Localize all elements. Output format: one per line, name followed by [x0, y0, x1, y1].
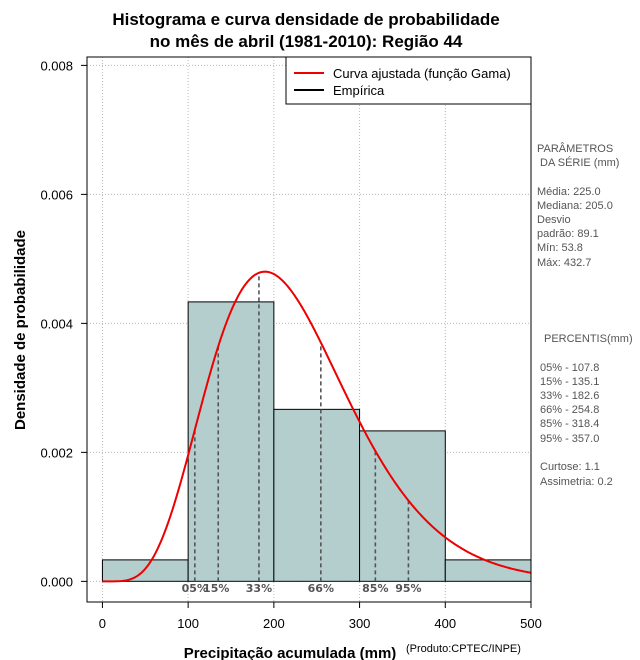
x-tick-label-500: 500 — [520, 616, 542, 631]
percentil-95: 95% - 357.0 — [540, 433, 599, 445]
x-axis-title: Precipitação acumulada (mm) — [184, 645, 397, 660]
percentil-85: 85% - 318.4 — [540, 418, 599, 430]
product-credit: (Produto:CPTEC/INPE) — [406, 643, 521, 655]
percentil-05: 05% - 107.8 — [540, 362, 599, 374]
chart-title-line-2: no mês de abril (1981-2010): Região 44 — [150, 32, 463, 51]
stat-curtose: Curtose: 1.1 — [540, 461, 600, 473]
percentil-33: 33% - 182.6 — [540, 390, 599, 402]
stat-desvio-2: padrão: 89.1 — [537, 228, 599, 240]
params-title-2: DA SÉRIE (mm) — [540, 156, 619, 169]
series-parameters-panel: PARÂMETROS DA SÉRIE (mm) Média: 225.0 Me… — [537, 142, 619, 269]
y-tick-label-0.002: 0.002 — [40, 445, 73, 460]
percentile-label-33%: 33% — [246, 582, 272, 595]
stat-mediana: Mediana: 205.0 — [537, 200, 613, 212]
percentil-15: 15% - 135.1 — [540, 376, 599, 388]
histogram-bar-3 — [359, 430, 446, 582]
chart-title-line-1: Histograma e curva densidade de probabil… — [112, 10, 499, 29]
y-tick-label-0.008: 0.008 — [40, 58, 73, 73]
stat-max: Máx: 432.7 — [537, 257, 591, 269]
x-tick-label-400: 400 — [434, 616, 456, 631]
y-tick-label-0.004: 0.004 — [40, 316, 73, 331]
gamma-curve — [102, 270, 532, 583]
stat-desvio-1: Desvio — [537, 214, 571, 226]
percentile-label-95%: 95% — [395, 582, 421, 595]
gamma-curve-line — [102, 270, 532, 583]
legend-box — [285, 56, 532, 105]
histogram-bar-2 — [273, 408, 361, 582]
params-title-1: PARÂMETROS — [537, 142, 613, 155]
percentil-66: 66% - 254.8 — [540, 404, 599, 416]
y-tick-label-0.006: 0.006 — [40, 187, 73, 202]
histogram-bar-0 — [101, 559, 189, 582]
x-tick-label-200: 200 — [263, 616, 285, 631]
legend: Curva ajustada (função Gama) Empírica — [285, 56, 532, 105]
legend-label-curva-ajustada: Curva ajustada (função Gama) — [333, 66, 511, 81]
percentile-label-05%: 05% — [182, 582, 208, 595]
percentile-label-15%: 15% — [203, 582, 229, 595]
stat-media: Média: 225.0 — [537, 186, 601, 198]
x-tick-label-100: 100 — [177, 616, 199, 631]
percentile-lines: 05%15% 33% 66% 85% 95% — [182, 272, 422, 595]
percentile-label-66%: 66% — [308, 582, 334, 595]
y-tick-label-0.000: 0.000 — [40, 574, 73, 589]
histogram-bars — [101, 301, 532, 582]
legend-label-empirica: Empírica — [333, 83, 385, 98]
percentile-label-85%: 85% — [362, 582, 388, 595]
histogram-bar-1 — [187, 301, 275, 582]
x-tick-label-0: 0 — [99, 616, 106, 631]
y-axis-title: Densidade de probabilidade — [12, 230, 29, 430]
x-tick-label-300: 300 — [349, 616, 371, 631]
percentis-title: PERCENTIS(mm) — [544, 333, 633, 345]
percentiles-panel: PERCENTIS(mm) 05% - 107.8 15% - 135.1 33… — [540, 333, 633, 488]
stat-assimetria: Assimetria: 0.2 — [540, 476, 613, 488]
stat-min: Mín: 53.8 — [537, 242, 583, 254]
